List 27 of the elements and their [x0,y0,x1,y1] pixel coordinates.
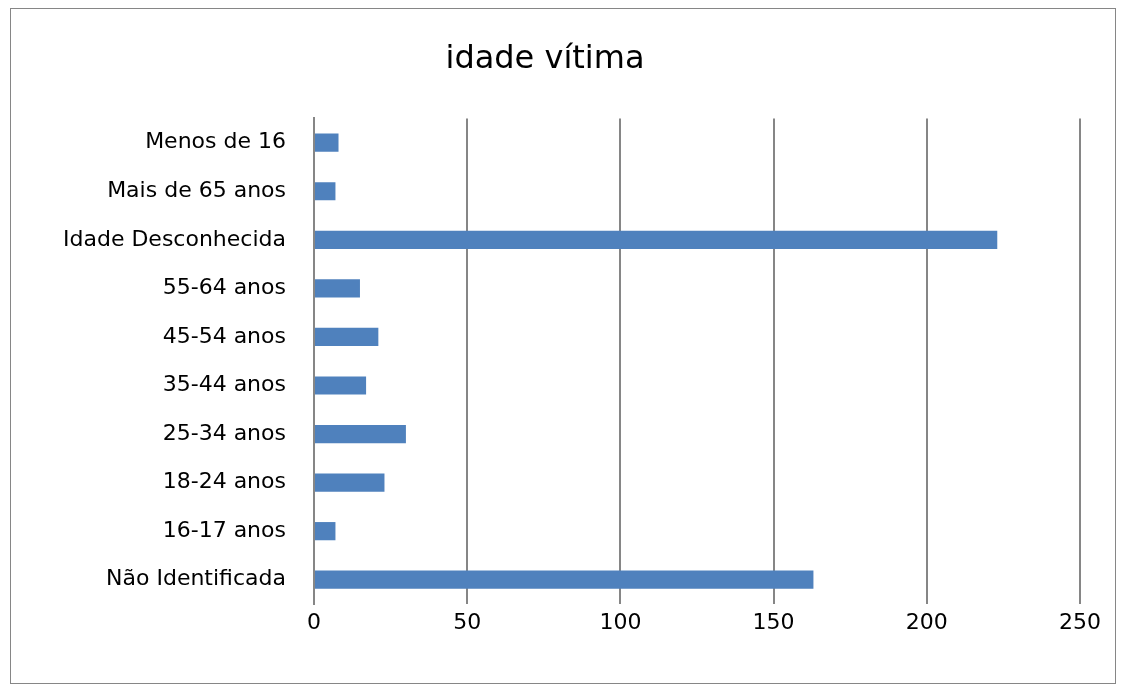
y-tick-label: Mais de 65 anos [107,176,286,202]
y-tick-label: 16-17 anos [162,516,286,542]
bar [315,424,406,444]
y-tick-label: Idade Desconhecida [63,225,286,251]
bar [315,327,379,347]
y-tick-label: Menos de 16 [145,128,286,154]
y-tick-label: 25-34 anos [162,419,286,445]
bar [315,570,814,589]
bar [315,473,385,492]
x-tick-label: 200 [905,608,948,634]
x-tick-label: 0 [307,608,321,634]
chart-title: idade vítima [445,37,645,76]
bar [315,279,360,298]
bar [315,376,367,395]
x-tick-label: 100 [599,608,642,634]
y-tick-label: 18-24 anos [162,468,286,494]
x-tick-label: 50 [453,608,482,634]
bar [315,230,998,249]
y-tick-label: 55-64 anos [162,274,286,300]
bar [315,182,336,201]
y-tick-label: 45-54 anos [162,322,286,348]
y-tick-label: Não Identificada [106,565,286,591]
bar [315,522,336,541]
x-tick-label: 250 [1059,608,1101,634]
y-tick-label: 35-44 anos [162,371,286,397]
bar [315,133,339,152]
x-tick-label: 150 [752,608,795,634]
